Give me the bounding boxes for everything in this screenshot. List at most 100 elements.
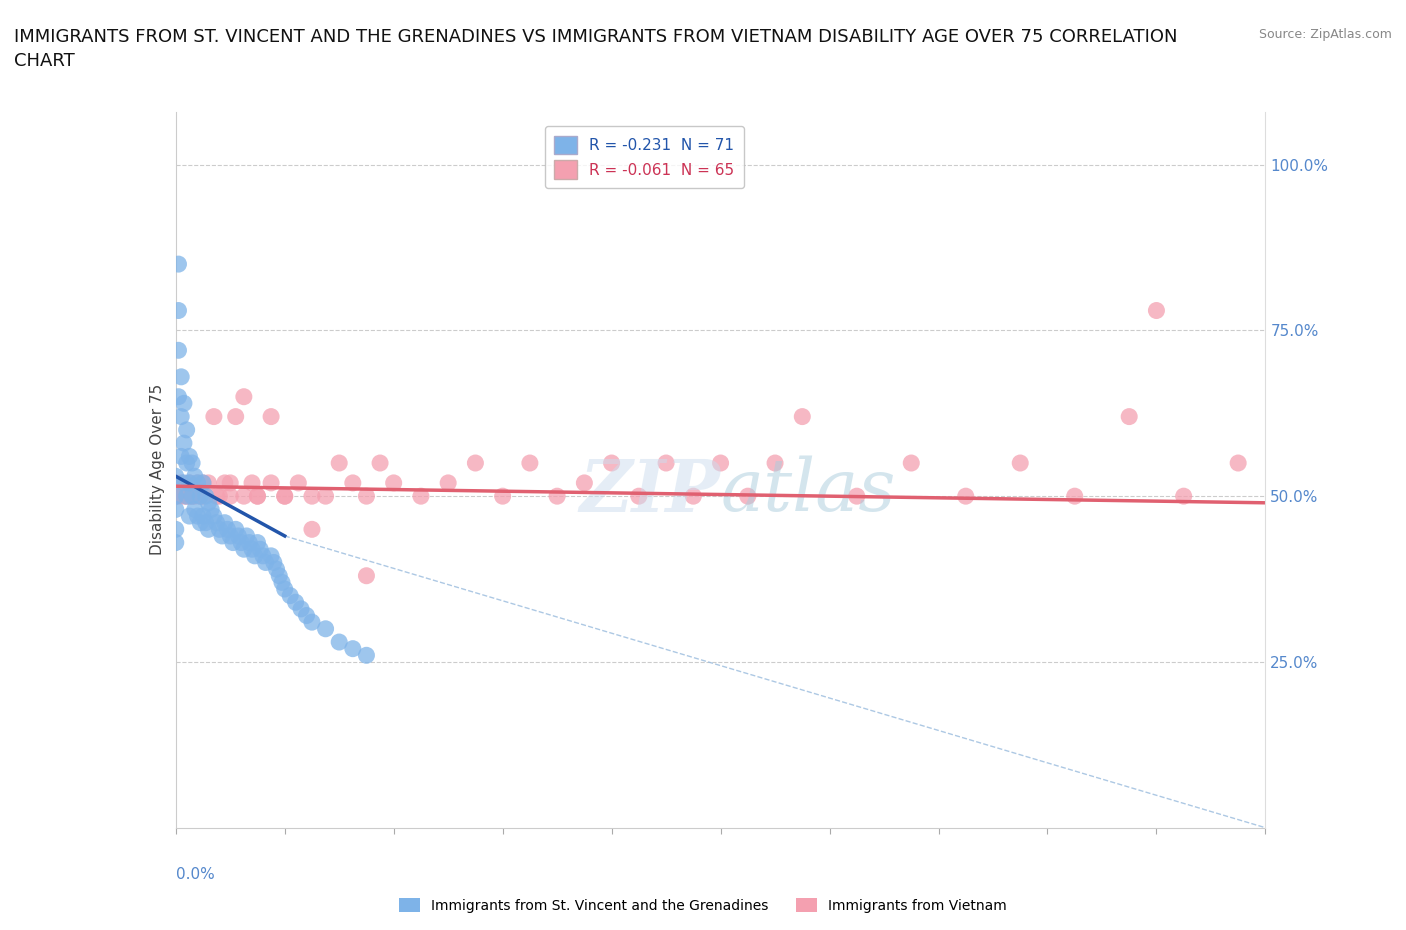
Point [197,522,219,537]
Point [574,475,596,490]
Point [186,475,209,490]
Point [205,515,228,530]
Point [240,475,263,490]
Point [232,489,254,504]
Point [328,456,350,471]
Point [266,562,288,577]
Point [191,509,214,524]
Point [184,469,207,484]
Point [263,555,285,570]
Point [217,522,239,537]
Point [315,489,337,504]
Point [1173,489,1195,504]
Point [792,409,814,424]
Point [184,502,207,517]
Point [173,475,195,490]
Point [188,515,211,530]
Text: Source: ZipAtlas.com: Source: ZipAtlas.com [1258,28,1392,41]
Point [167,257,190,272]
Point [409,489,432,504]
Point [238,535,260,550]
Legend: Immigrants from St. Vincent and the Grenadines, Immigrants from Vietnam: Immigrants from St. Vincent and the Gren… [394,893,1012,919]
Point [232,542,254,557]
Point [200,502,222,517]
Point [1227,456,1250,471]
Point [165,502,187,517]
Point [845,489,868,504]
Point [246,489,269,504]
Point [290,602,312,617]
Point [301,522,323,537]
Text: ZIP: ZIP [579,456,721,526]
Point [186,475,209,490]
Point [900,456,922,471]
Point [186,509,209,524]
Point [382,475,405,490]
Text: atlas: atlas [721,456,896,526]
Point [328,634,350,649]
Point [181,489,204,504]
Point [315,621,337,636]
Point [240,542,263,557]
Point [356,489,378,504]
Point [176,489,198,504]
Point [1144,303,1167,318]
Point [194,515,217,530]
Point [225,409,247,424]
Point [228,528,250,543]
Point [682,489,704,504]
Point [188,489,211,504]
Point [492,489,515,504]
Point [246,489,269,504]
Point [655,456,678,471]
Point [184,489,207,504]
Point [176,456,198,471]
Point [231,535,253,550]
Point [214,475,236,490]
Point [176,422,198,437]
Point [260,549,283,564]
Point [197,475,219,490]
Point [219,475,242,490]
Point [295,608,318,623]
Text: IMMIGRANTS FROM ST. VINCENT AND THE GRENADINES VS IMMIGRANTS FROM VIETNAM DISABI: IMMIGRANTS FROM ST. VINCENT AND THE GREN… [14,28,1178,70]
Point [301,489,323,504]
Point [165,475,187,490]
Point [356,568,378,583]
Point [246,535,269,550]
Point [167,303,190,318]
Point [202,409,225,424]
Point [167,390,190,405]
Point [208,489,231,504]
Point [173,396,195,411]
Point [191,475,214,490]
Point [287,475,309,490]
Point [181,456,204,471]
Point [165,469,187,484]
Point [232,390,254,405]
Point [271,575,294,590]
Point [519,456,541,471]
Point [955,489,977,504]
Point [342,642,364,657]
Point [202,509,225,524]
Point [165,522,187,537]
Point [211,528,233,543]
Point [191,489,214,504]
Point [176,489,198,504]
Point [600,456,623,471]
Point [194,489,217,504]
Point [197,496,219,511]
Point [235,528,257,543]
Point [356,648,378,663]
Legend: R = -0.231  N = 71, R = -0.061  N = 65: R = -0.231 N = 71, R = -0.061 N = 65 [546,126,744,188]
Point [173,435,195,450]
Point [710,456,733,471]
Point [214,515,236,530]
Point [181,489,204,504]
Point [167,343,190,358]
Point [284,595,307,610]
Point [173,489,195,504]
Point [1010,456,1032,471]
Point [260,475,283,490]
